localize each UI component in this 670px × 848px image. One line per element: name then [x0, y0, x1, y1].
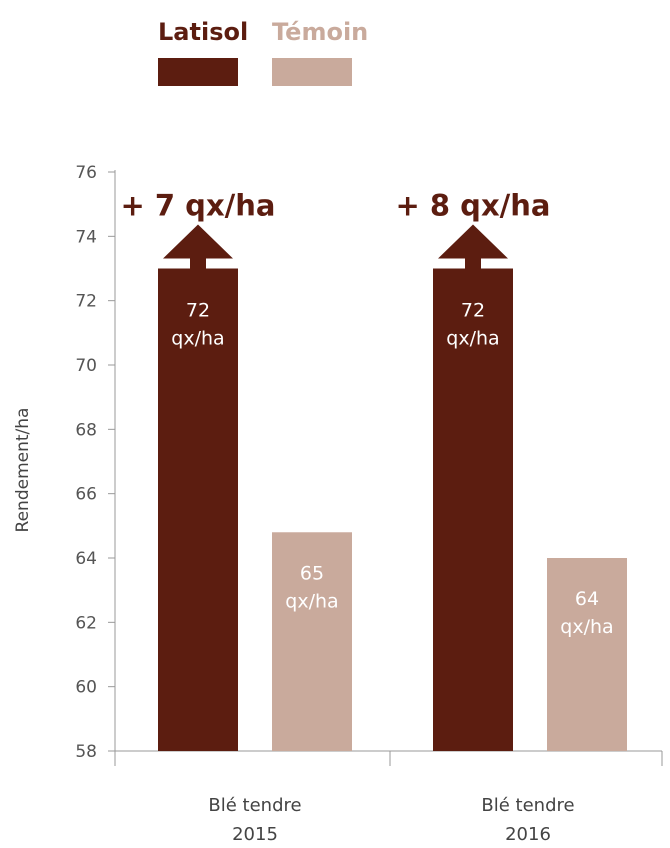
category-label-line2: 2016	[505, 824, 551, 845]
legend-label-latisol: Latisol	[158, 18, 248, 46]
bar-tmoin-1	[272, 532, 352, 751]
x-categories: Blé tendre 2015 Blé tendre 2016	[114, 751, 663, 845]
bar-value-label: 72	[186, 300, 210, 322]
bar-value-label: 65	[300, 562, 324, 584]
category-label-line1: Blé tendre	[208, 795, 301, 816]
y-tick-label: 68	[75, 420, 97, 440]
y-tick-label: 76	[75, 163, 97, 183]
legend-swatch-temoin	[272, 58, 352, 86]
y-tick-label: 62	[75, 613, 97, 633]
bar-latisol-1	[158, 268, 238, 751]
legend-label-temoin: Témoin	[272, 18, 368, 46]
y-tick-label: 72	[75, 292, 97, 312]
y-tick-label: 66	[75, 485, 97, 505]
gain-arrow-icon	[438, 224, 508, 269]
bar-unit-label: qx/ha	[285, 590, 338, 612]
gain-arrow-icon	[163, 224, 233, 269]
gain-label: + 7 qx/ha	[121, 189, 276, 223]
bars: 72 qx/ha 65 qx/ha + 7 qx/ha 72 qx/ha 64 qx/ha + 8…	[121, 189, 627, 751]
bar-tmoin-2	[547, 558, 627, 751]
y-tick-label: 70	[75, 356, 97, 376]
gain-label: + 8 qx/ha	[396, 189, 551, 223]
y-tick-label: 58	[75, 742, 97, 762]
bar-unit-label: qx/ha	[446, 328, 499, 350]
bar-value-label: 64	[575, 588, 599, 610]
bar-unit-label: qx/ha	[171, 328, 224, 350]
legend-swatch-latisol	[158, 58, 238, 86]
bar-unit-label: qx/ha	[560, 616, 613, 638]
y-tick-label: 74	[75, 227, 97, 247]
y-tick-label: 64	[75, 549, 97, 569]
category-label-line1: Blé tendre	[481, 795, 574, 816]
legend: Latisol Témoin	[158, 18, 368, 86]
y-tick-label: 60	[75, 678, 97, 698]
bar-value-label: 72	[461, 300, 485, 322]
y-axis-label: Rendement/ha	[13, 408, 33, 533]
y-ticks: 58 60 62 64 66 68 70 72 74 76	[75, 163, 115, 762]
category-label-line2: 2015	[232, 824, 278, 845]
bar-latisol-2	[433, 268, 513, 751]
